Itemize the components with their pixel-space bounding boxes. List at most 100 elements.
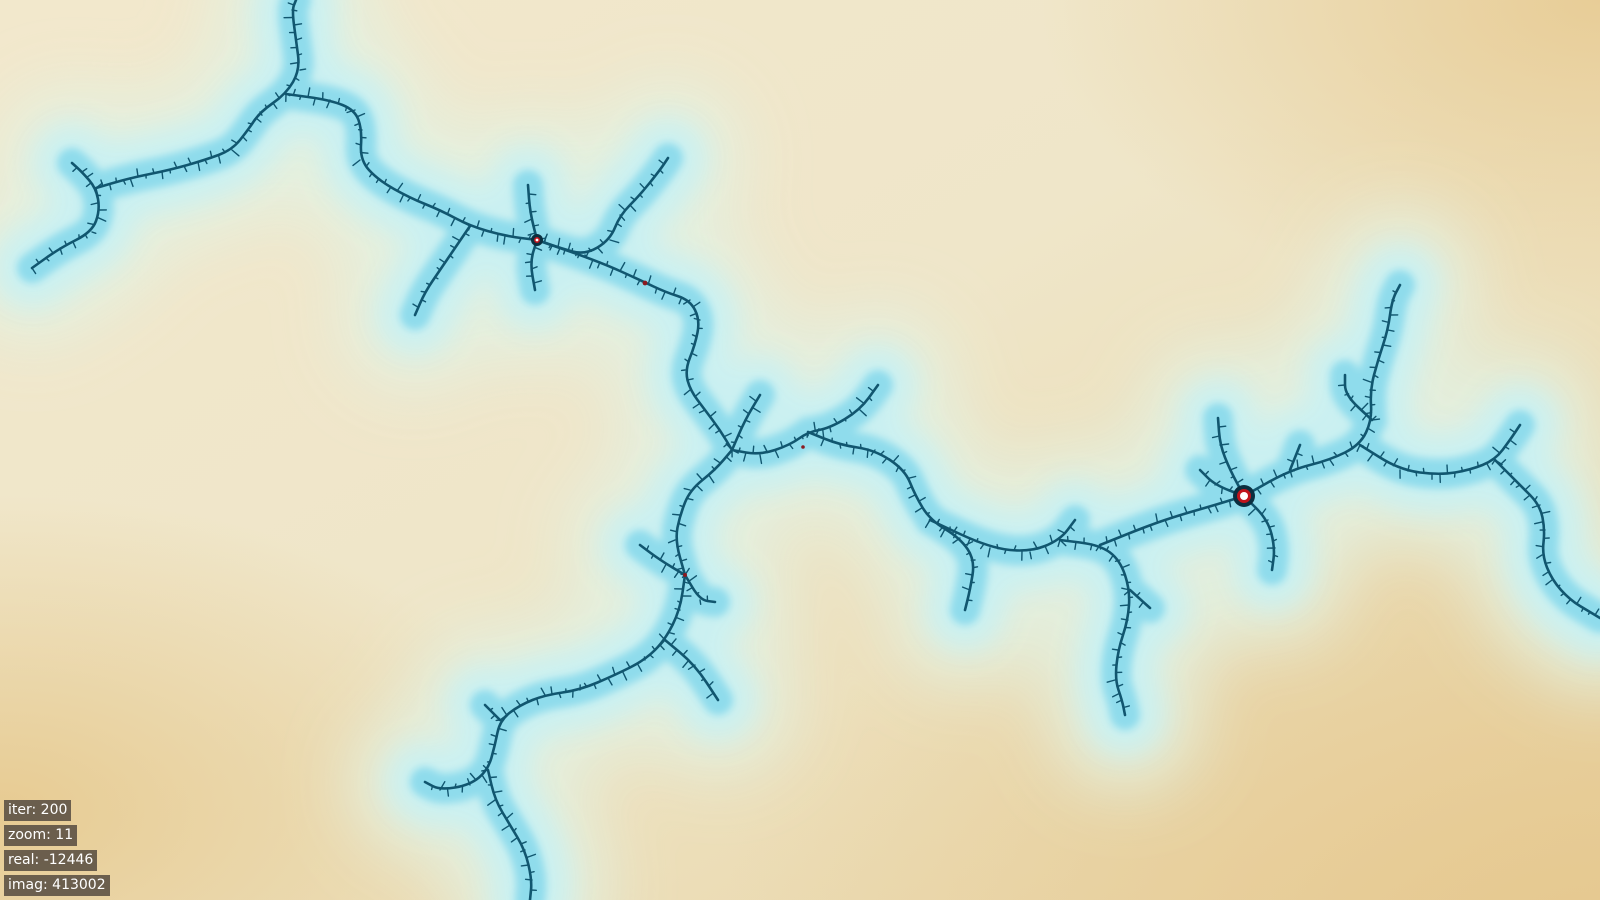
filament-branch	[1362, 378, 1373, 384]
filament-branch	[952, 537, 961, 544]
filament-branch	[1057, 539, 1061, 548]
filament-branch	[292, 88, 296, 96]
filament-branch	[672, 287, 677, 296]
filament-branch	[95, 187, 99, 198]
filament-branch	[639, 194, 643, 198]
filament-branch	[516, 700, 521, 706]
filament-branch	[1387, 329, 1395, 332]
filament-branch	[1422, 467, 1425, 474]
filament-branch	[1117, 632, 1124, 636]
filament-branch	[337, 97, 341, 105]
filament-branch	[737, 434, 743, 439]
filament-branch	[549, 244, 553, 251]
filament-branch	[352, 159, 361, 167]
filament-branch	[122, 179, 127, 185]
filament-branch	[95, 182, 104, 189]
filament-branch	[489, 776, 498, 779]
filament-branch	[48, 247, 54, 254]
filament-branch	[678, 296, 683, 305]
filament-branch	[520, 841, 527, 845]
filament-branch	[550, 686, 553, 695]
filament-branch	[1382, 344, 1392, 347]
filament-branch	[1523, 494, 1531, 501]
filament-branch	[691, 352, 698, 357]
filament-branch	[1261, 519, 1269, 523]
filament-branch	[629, 204, 637, 212]
filament-branch	[96, 216, 107, 222]
filament-branch	[90, 201, 100, 206]
filament-branch	[264, 104, 268, 109]
filament-branch	[434, 276, 439, 280]
filament-branch	[667, 539, 676, 544]
filament-branch	[694, 391, 701, 398]
filament-branch	[1219, 497, 1224, 504]
filament-branch	[1106, 679, 1116, 683]
filament-branch	[672, 513, 681, 516]
filament-branch	[85, 172, 94, 179]
filament-branch	[1360, 433, 1365, 438]
filament-branch	[59, 247, 63, 255]
filament-branch	[806, 431, 809, 438]
filament-branch	[868, 396, 873, 402]
filament-branch	[1295, 452, 1303, 457]
filament-branch	[867, 386, 875, 392]
filament-branch	[1179, 514, 1183, 522]
filament-branch	[481, 769, 489, 772]
filament-branch	[789, 444, 794, 450]
filament-branch	[1132, 524, 1137, 532]
filament-branch	[1138, 601, 1145, 608]
filament-branch	[709, 411, 717, 418]
filament-branch	[72, 166, 78, 173]
filament-branch	[231, 149, 240, 157]
filament-branch	[529, 871, 535, 874]
filament-branch	[183, 165, 188, 173]
filament-branch	[1229, 466, 1238, 471]
filament-branch	[698, 668, 706, 673]
filament-branch	[563, 249, 566, 255]
filament-branch	[965, 573, 974, 576]
filament-branch	[1119, 641, 1126, 646]
filament-branch	[672, 649, 678, 656]
filament-branch	[1360, 402, 1369, 411]
filament-branch	[626, 661, 631, 669]
filament-branch	[820, 437, 825, 447]
filament-branch	[524, 218, 533, 223]
filament-branch	[643, 656, 646, 661]
filament-branch	[35, 258, 40, 264]
filament-branch	[293, 23, 303, 26]
filament-branch	[852, 446, 855, 455]
filament-branch	[1120, 618, 1129, 621]
filament-branch	[64, 240, 68, 246]
filament-branch	[1499, 459, 1507, 466]
filament-branch	[431, 202, 436, 208]
filament-branch	[585, 250, 590, 258]
filament-branch	[813, 421, 816, 432]
filament-branch	[1121, 587, 1131, 591]
filament-branch	[679, 504, 684, 508]
filament-branch	[906, 486, 913, 490]
filament-branch	[675, 553, 680, 557]
filament-branch	[1296, 459, 1299, 469]
filament-branch	[346, 109, 356, 114]
filament-branch	[966, 538, 971, 546]
filament-branch	[520, 864, 530, 867]
filament-branch	[1542, 571, 1550, 577]
filament-branch	[524, 261, 531, 264]
filament-branch	[701, 678, 705, 682]
filament-branch	[1155, 513, 1159, 524]
filament-branch	[1460, 466, 1464, 472]
filament-branch	[529, 210, 537, 213]
filament-branch	[624, 273, 628, 279]
filament-branch	[294, 77, 300, 81]
filament-branch	[668, 631, 675, 635]
filament-branch	[596, 674, 602, 682]
filament-branch	[607, 677, 613, 686]
filament-branch	[1504, 446, 1510, 450]
filament-branch	[688, 575, 698, 582]
filament-branch	[951, 526, 958, 535]
filament-branch	[676, 545, 683, 548]
filament-branch	[1119, 604, 1130, 607]
filament-branch	[1111, 648, 1119, 651]
